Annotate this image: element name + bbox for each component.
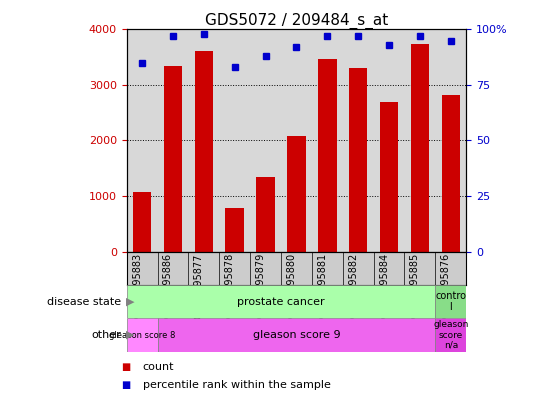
Bar xyxy=(411,44,429,252)
Bar xyxy=(257,177,275,252)
Text: GSM1095877: GSM1095877 xyxy=(194,253,204,319)
Text: GSM1095883: GSM1095883 xyxy=(132,253,142,318)
Bar xyxy=(287,136,306,252)
Text: count: count xyxy=(143,362,174,373)
Bar xyxy=(436,318,466,352)
Text: GSM1095882: GSM1095882 xyxy=(348,253,358,318)
Title: GDS5072 / 209484_s_at: GDS5072 / 209484_s_at xyxy=(205,13,388,29)
Text: ■: ■ xyxy=(121,362,130,373)
Text: contro
l: contro l xyxy=(436,291,466,312)
Bar xyxy=(349,68,368,252)
Text: prostate cancer: prostate cancer xyxy=(237,297,325,307)
Text: GSM1095880: GSM1095880 xyxy=(286,253,296,318)
Bar xyxy=(380,102,398,252)
Bar xyxy=(436,285,466,318)
Text: GSM1095886: GSM1095886 xyxy=(163,253,173,318)
Bar xyxy=(195,51,213,252)
Text: GSM1095878: GSM1095878 xyxy=(225,253,234,318)
Text: other: other xyxy=(92,330,121,340)
Text: GSM1095881: GSM1095881 xyxy=(317,253,327,318)
Bar xyxy=(441,95,460,252)
Text: gleason score 9: gleason score 9 xyxy=(253,330,340,340)
Text: ▶: ▶ xyxy=(126,330,134,340)
Text: GSM1095884: GSM1095884 xyxy=(379,253,389,318)
Bar xyxy=(133,191,151,252)
Bar xyxy=(318,59,336,252)
Bar xyxy=(164,66,182,252)
Text: percentile rank within the sample: percentile rank within the sample xyxy=(143,380,331,390)
Text: gleason score 8: gleason score 8 xyxy=(109,331,175,340)
Bar xyxy=(225,208,244,252)
Bar xyxy=(127,318,157,352)
Text: gleason
score
n/a: gleason score n/a xyxy=(433,320,468,350)
Text: ▶: ▶ xyxy=(126,297,134,307)
Text: GSM1095876: GSM1095876 xyxy=(441,253,451,318)
Text: GSM1095879: GSM1095879 xyxy=(255,253,266,318)
Bar xyxy=(157,318,436,352)
Text: disease state: disease state xyxy=(47,297,121,307)
Text: GSM1095885: GSM1095885 xyxy=(410,253,420,318)
Text: ■: ■ xyxy=(121,380,130,390)
